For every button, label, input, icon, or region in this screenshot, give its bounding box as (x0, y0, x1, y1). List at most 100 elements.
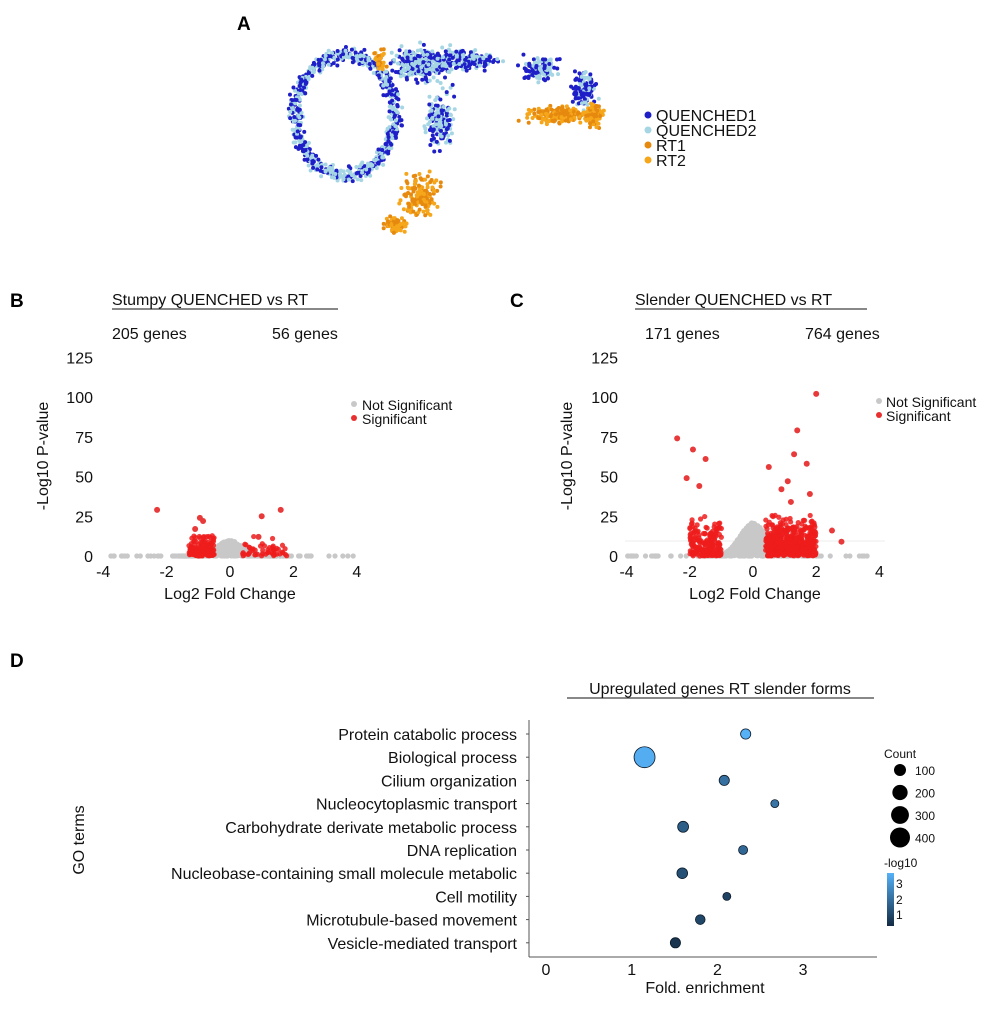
point-significant (249, 546, 255, 552)
point-not-significant (231, 553, 237, 559)
umap-point (350, 56, 355, 61)
umap-point (394, 127, 399, 132)
umap-point (368, 162, 373, 167)
y-axis-label: -Log10 P-value (35, 402, 52, 511)
point-significant (778, 486, 785, 493)
point-significant (776, 548, 782, 555)
point-significant (712, 521, 718, 527)
umap-point (384, 64, 389, 69)
umap-point (424, 116, 429, 121)
point-significant (258, 513, 265, 520)
point-not-significant (748, 523, 754, 529)
umap-point (438, 97, 443, 102)
umap-point (427, 94, 432, 99)
umap-point (454, 49, 459, 54)
point-significant (209, 552, 216, 558)
umap-point (315, 163, 320, 168)
umap-point (579, 74, 584, 79)
umap-point (387, 115, 392, 120)
umap-point (341, 52, 346, 57)
umap-point (393, 69, 398, 74)
umap-point (425, 52, 430, 57)
umap-point (444, 140, 449, 145)
umap-point (305, 153, 310, 158)
umap-point (381, 162, 386, 167)
point-significant (766, 535, 772, 541)
umap-point (553, 112, 558, 117)
umap-point (374, 166, 379, 171)
umap-point (423, 177, 428, 182)
point-significant (808, 541, 814, 547)
umap-point (587, 121, 592, 126)
umap-point (523, 75, 528, 80)
umap-point (404, 171, 409, 176)
umap-point (417, 207, 422, 212)
umap-point (433, 122, 438, 127)
umap-point (303, 91, 308, 96)
umap-point (439, 108, 444, 113)
panel-label-b: B (10, 291, 24, 312)
umap-point (346, 177, 351, 182)
umap-point (574, 86, 579, 91)
umap-point (536, 80, 541, 85)
umap-point (416, 183, 421, 188)
umap-point (308, 66, 313, 71)
down-count: 205 genes (112, 326, 187, 343)
down-count: 171 genes (645, 326, 720, 343)
umap-point (406, 190, 411, 195)
umap-point (487, 55, 492, 60)
umap-point (371, 71, 376, 76)
point-not-significant (326, 553, 332, 559)
point-significant (764, 539, 770, 546)
point-not-significant (758, 529, 764, 535)
y-tick-label: 125 (66, 350, 93, 367)
umap-point (317, 63, 322, 68)
umap-point (447, 57, 452, 62)
umap-point (343, 45, 348, 50)
umap-point (384, 74, 389, 79)
umap-point (432, 201, 437, 206)
umap-point (559, 115, 564, 120)
umap-point (374, 157, 379, 162)
point-significant (809, 518, 815, 524)
umap-point (412, 201, 417, 206)
point-significant (797, 527, 803, 533)
point-significant (773, 529, 780, 535)
x-tick-label: -2 (683, 564, 697, 581)
point-significant (702, 456, 709, 463)
point-significant (192, 525, 199, 532)
point-significant (208, 540, 214, 547)
umap-point (419, 65, 424, 70)
umap-point (398, 198, 403, 203)
umap-point (297, 115, 302, 120)
umap-point (326, 48, 331, 53)
umap-legend: QUENCHED1 QUENCHED2 RT1 RT2 (644, 108, 757, 170)
umap-point (574, 91, 579, 96)
umap-point (387, 79, 392, 84)
umap-point (527, 63, 532, 68)
umap-point (423, 213, 428, 218)
umap-point (427, 191, 432, 196)
umap-point (348, 170, 353, 175)
umap-point (560, 119, 565, 124)
point-not-significant (225, 541, 231, 547)
umap-point (306, 77, 311, 82)
point-not-significant (303, 553, 310, 559)
umap-point (388, 61, 393, 66)
umap-point (463, 57, 468, 62)
umap-point (448, 112, 453, 117)
umap-point (399, 216, 404, 221)
umap-point (472, 62, 477, 67)
point-significant (763, 523, 769, 529)
umap-point (581, 112, 586, 117)
point-not-significant (861, 553, 867, 559)
point-significant (770, 525, 776, 531)
point-significant (768, 552, 774, 559)
umap-point (380, 53, 385, 58)
umap-point (420, 77, 425, 82)
point-not-significant (752, 537, 758, 543)
umap-point (381, 221, 386, 226)
point-significant (715, 551, 721, 557)
